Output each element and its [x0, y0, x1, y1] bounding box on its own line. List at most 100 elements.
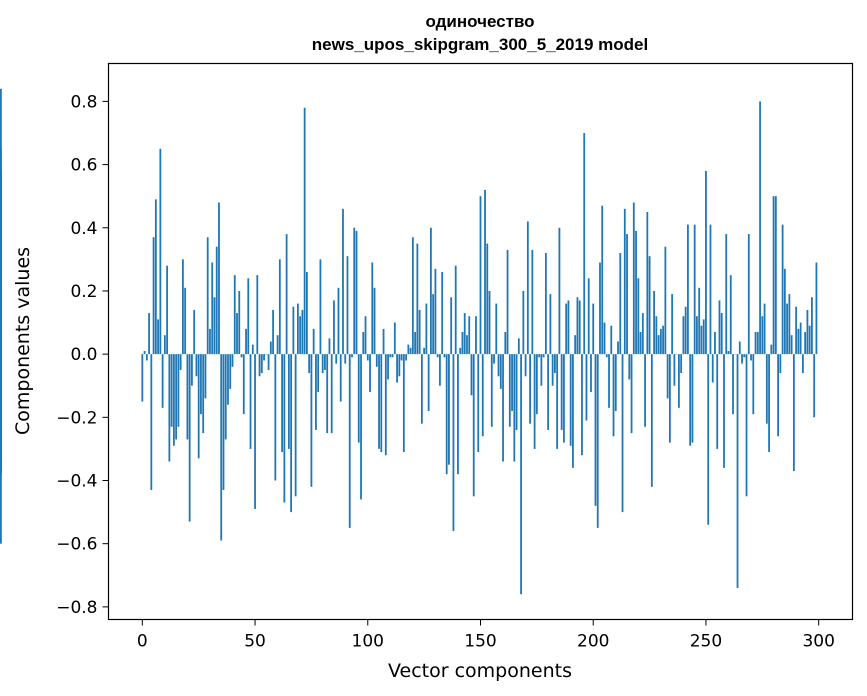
bar-212 [619, 253, 622, 355]
bar-187 [563, 354, 565, 443]
bar-181 [549, 294, 552, 355]
bar-29 [206, 237, 209, 355]
bar-299 [815, 262, 818, 355]
bar-224 [646, 211, 649, 355]
bar-40 [231, 354, 234, 367]
bar-60 [276, 335, 279, 355]
bar-245 [693, 224, 696, 355]
bar-287 [788, 294, 791, 355]
bar-281 [774, 196, 777, 355]
bar-121 [414, 332, 417, 355]
bar-200 [592, 303, 595, 355]
bar-241 [684, 306, 687, 355]
bar-54 [263, 354, 265, 361]
bar-242 [687, 224, 689, 355]
bar-324 [0, 354, 2, 402]
bar-221 [639, 332, 642, 355]
bar-150 [479, 196, 482, 355]
bar-225 [648, 256, 651, 355]
bar-59 [274, 354, 277, 481]
bar-90 [344, 354, 347, 364]
bar-194 [578, 300, 581, 355]
bar-12 [168, 354, 171, 462]
bar-246 [696, 316, 698, 355]
bar-283 [779, 354, 782, 374]
bar-159 [499, 354, 502, 389]
bar-196 [583, 133, 586, 355]
bar-292 [799, 322, 802, 355]
bar-275 [761, 316, 764, 355]
bar-240 [682, 316, 685, 355]
bar-112 [393, 322, 396, 355]
bar-171 [526, 221, 529, 355]
bar-285 [783, 268, 786, 355]
bar-13 [170, 354, 173, 427]
bar-72 [303, 107, 306, 355]
bar-149 [477, 354, 480, 453]
bar-218 [632, 202, 635, 355]
bar-253 [711, 354, 714, 383]
bar-199 [590, 354, 592, 393]
bar-260 [727, 350, 730, 355]
bar-178 [542, 354, 545, 358]
bar-66 [290, 354, 293, 513]
bar-8 [159, 148, 162, 355]
bar-2 [145, 354, 148, 361]
x-tick-label: 50 [244, 632, 266, 652]
bar-164 [511, 354, 513, 411]
bar-254 [714, 332, 716, 355]
bar-86 [335, 354, 338, 364]
bar-284 [781, 224, 784, 355]
bar-265 [738, 341, 741, 355]
bar-235 [671, 294, 674, 355]
bar-249 [702, 319, 705, 355]
bar-35 [220, 354, 223, 541]
bar-293 [802, 354, 804, 374]
bar-61 [278, 259, 281, 355]
bar-18 [182, 259, 184, 355]
bar-108 [384, 354, 387, 456]
bar-141 [459, 347, 462, 355]
bar-75 [310, 354, 313, 487]
y-tick-label: 0.4 [70, 219, 97, 239]
bar-128 [430, 227, 432, 355]
bar-14 [172, 354, 175, 446]
bar-217 [630, 354, 633, 434]
bar-113 [396, 354, 398, 383]
bar-234 [668, 354, 671, 443]
bar-24 [195, 354, 198, 377]
bar-22 [191, 354, 193, 386]
bar-63 [283, 354, 286, 503]
bar-189 [567, 300, 570, 355]
bar-95 [355, 230, 358, 355]
bar-206 [605, 354, 608, 358]
bar-201 [594, 354, 597, 506]
bar-53 [260, 354, 263, 374]
bar-15 [175, 354, 178, 440]
x-tick-label: 300 [802, 632, 834, 652]
bar-97 [360, 354, 362, 500]
x-tick-label: 100 [352, 632, 384, 652]
bar-173 [531, 249, 534, 355]
bar-286 [786, 303, 789, 355]
bar-27 [202, 354, 205, 434]
bar-239 [680, 354, 683, 374]
bar-69 [296, 303, 299, 355]
bar-79 [319, 259, 322, 355]
x-tick-label: 150 [464, 632, 496, 652]
bar-142 [461, 332, 464, 355]
bar-175 [535, 354, 538, 415]
x-tick-label: 250 [690, 632, 722, 652]
bar-277 [765, 354, 768, 424]
bar-166 [515, 354, 518, 430]
bar-135 [445, 354, 448, 475]
bar-98 [362, 332, 365, 355]
bar-143 [463, 313, 466, 355]
bar-183 [554, 354, 556, 374]
bar-38 [227, 354, 229, 405]
bar-184 [556, 354, 559, 449]
bar-191 [572, 354, 574, 468]
bar-105 [378, 354, 380, 449]
bar-78 [317, 354, 320, 393]
bar-170 [524, 354, 527, 377]
